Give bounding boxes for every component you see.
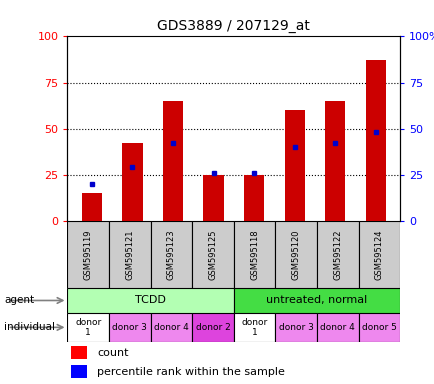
Bar	[365, 60, 385, 221]
Bar	[150, 313, 192, 342]
Bar	[316, 221, 358, 288]
Text: GSM595125: GSM595125	[208, 229, 217, 280]
Text: GSM595124: GSM595124	[374, 229, 383, 280]
Bar	[358, 221, 399, 288]
Bar	[233, 221, 275, 288]
Bar	[243, 175, 263, 221]
Text: GSM595120: GSM595120	[291, 229, 300, 280]
Bar	[67, 221, 109, 288]
Text: GSM595121: GSM595121	[125, 229, 134, 280]
Bar	[324, 101, 345, 221]
Text: GSM595123: GSM595123	[167, 229, 175, 280]
Bar	[316, 313, 358, 342]
Bar	[192, 221, 233, 288]
Bar	[275, 313, 316, 342]
Text: donor 4: donor 4	[320, 323, 355, 332]
Text: TCDD: TCDD	[135, 295, 166, 306]
Text: percentile rank within the sample: percentile rank within the sample	[97, 367, 285, 377]
Text: donor 4: donor 4	[154, 323, 188, 332]
Bar	[82, 193, 102, 221]
Bar	[67, 288, 233, 313]
Bar	[71, 365, 87, 378]
Bar	[150, 221, 192, 288]
Bar	[109, 313, 150, 342]
Text: donor 5: donor 5	[361, 323, 396, 332]
Text: agent: agent	[4, 295, 34, 306]
Bar	[192, 313, 233, 342]
Title: GDS3889 / 207129_at: GDS3889 / 207129_at	[157, 19, 309, 33]
Text: individual: individual	[4, 322, 55, 333]
Text: GSM595122: GSM595122	[332, 229, 342, 280]
Bar	[284, 110, 304, 221]
Text: donor 3: donor 3	[112, 323, 147, 332]
Bar	[67, 313, 109, 342]
Bar	[162, 101, 183, 221]
Bar	[122, 143, 142, 221]
Text: GSM595119: GSM595119	[83, 229, 92, 280]
Bar	[71, 346, 87, 359]
Text: untreated, normal: untreated, normal	[266, 295, 367, 306]
Text: donor 3: donor 3	[278, 323, 313, 332]
Bar	[275, 221, 316, 288]
Text: donor 2: donor 2	[195, 323, 230, 332]
Text: GSM595118: GSM595118	[250, 229, 259, 280]
Bar	[358, 313, 399, 342]
Text: donor
1: donor 1	[241, 318, 267, 337]
Bar	[233, 313, 275, 342]
Text: count: count	[97, 348, 128, 358]
Bar	[109, 221, 150, 288]
Bar	[233, 288, 399, 313]
Text: donor
1: donor 1	[75, 318, 101, 337]
Bar	[203, 175, 223, 221]
